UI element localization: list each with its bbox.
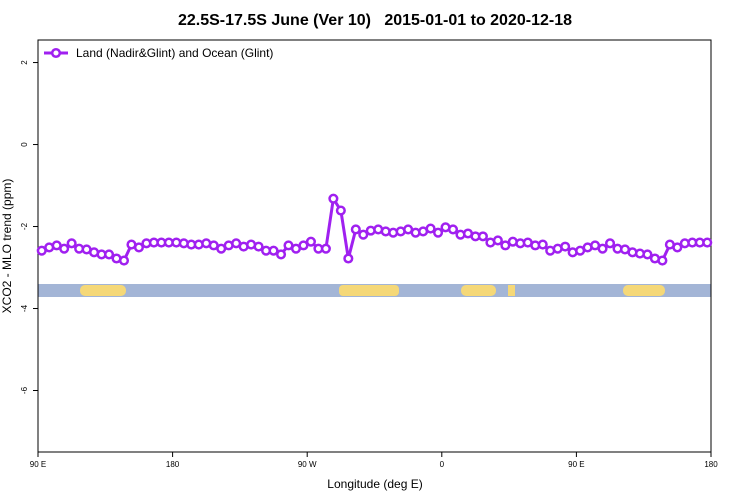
data-point <box>59 243 70 254</box>
x-tick-label: 90 E <box>30 460 46 469</box>
data-point <box>305 236 316 247</box>
data-point <box>672 242 683 253</box>
chart-title: 22.5S-17.5S June (Ver 10) 2015-01-01 to … <box>178 12 572 29</box>
data-point <box>500 240 511 251</box>
y-tick-label: -4 <box>20 304 29 312</box>
plot-frame <box>37 39 712 453</box>
legend-label: Land (Nadir&Glint) and Ocean (Glint) <box>76 46 273 60</box>
y-axis-label: XCO2 - MLO trend (ppm) <box>0 179 14 314</box>
legend-marker <box>50 47 62 59</box>
data-point <box>492 235 503 246</box>
y-tick-label: 0 <box>20 142 29 147</box>
data-point <box>268 245 279 256</box>
data-point <box>642 249 653 260</box>
data-point <box>253 241 264 252</box>
x-tick-label: 90 W <box>298 460 317 469</box>
x-tick-label: 0 <box>440 460 445 469</box>
data-point <box>320 243 331 254</box>
data-point <box>605 238 616 249</box>
data-point <box>103 249 115 260</box>
y-tick-label: 2 <box>20 60 29 65</box>
data-point <box>66 238 77 249</box>
data-point <box>275 249 287 260</box>
data-point <box>343 253 354 264</box>
x-tick-label: 90 E <box>568 460 584 469</box>
data-point <box>537 239 548 250</box>
x-tick-label: 180 <box>166 460 180 469</box>
y-tick-label: -2 <box>20 222 29 230</box>
data-point <box>335 205 346 216</box>
y-tick-label: -6 <box>20 386 29 394</box>
data-point <box>358 229 369 240</box>
data-point <box>133 242 144 253</box>
data-point <box>298 240 309 251</box>
data-point <box>597 243 608 254</box>
data-point <box>350 224 361 235</box>
data-point <box>702 237 713 248</box>
x-tick-label: 180 <box>704 460 718 469</box>
data-point <box>477 231 488 242</box>
data-point <box>447 224 459 235</box>
data-point <box>657 255 668 266</box>
x-axis-label: Longitude (deg E) <box>327 477 422 491</box>
data-point <box>560 241 571 252</box>
data-point <box>433 227 444 238</box>
land-ocean-strip <box>38 284 711 297</box>
data-point <box>425 223 436 234</box>
data-point <box>118 255 130 266</box>
data-point <box>328 193 339 204</box>
